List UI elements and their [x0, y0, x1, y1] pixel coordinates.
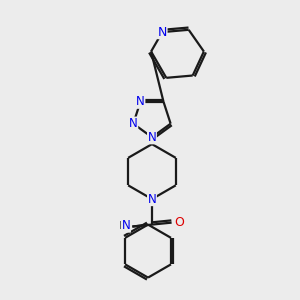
Text: N: N [122, 219, 130, 232]
Text: N: N [148, 193, 156, 206]
Text: N: N [129, 117, 138, 130]
Text: N: N [136, 95, 145, 108]
Text: N: N [158, 26, 167, 39]
Text: N: N [148, 131, 156, 144]
Text: O: O [175, 216, 184, 229]
Text: H: H [119, 220, 128, 231]
